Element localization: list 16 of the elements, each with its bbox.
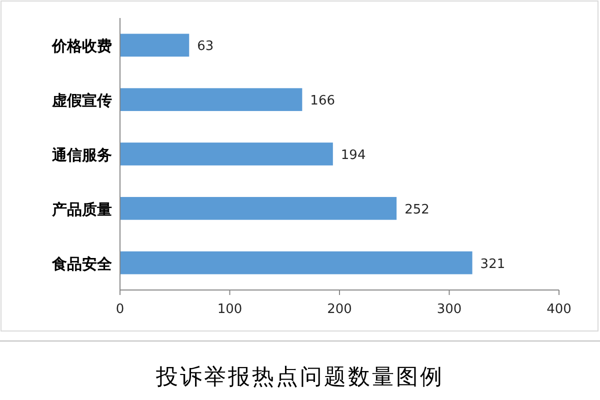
data-label: 321 — [480, 256, 506, 272]
x-tick-label: 200 — [327, 302, 352, 317]
x-tick-label: 100 — [217, 302, 242, 317]
y-tick-label: 食品安全 — [51, 254, 113, 273]
data-label: 166 — [310, 94, 336, 109]
y-tick-label: 通信服务 — [51, 146, 112, 164]
data-label: 252 — [404, 202, 430, 218]
x-tick-label: 0 — [116, 302, 124, 317]
text: 投诉举报热点问题数量图例 — [155, 365, 444, 390]
data-label: 63 — [197, 39, 214, 54]
x-tick-label: 300 — [436, 302, 462, 317]
data-label: 194 — [340, 148, 366, 163]
y-tick-label: 价格收费 — [51, 37, 112, 56]
y-tick-label: 产品质量 — [51, 200, 112, 218]
x-tick-label: 400 — [546, 302, 572, 317]
y-tick-label: 虚假宣传 — [51, 92, 112, 110]
